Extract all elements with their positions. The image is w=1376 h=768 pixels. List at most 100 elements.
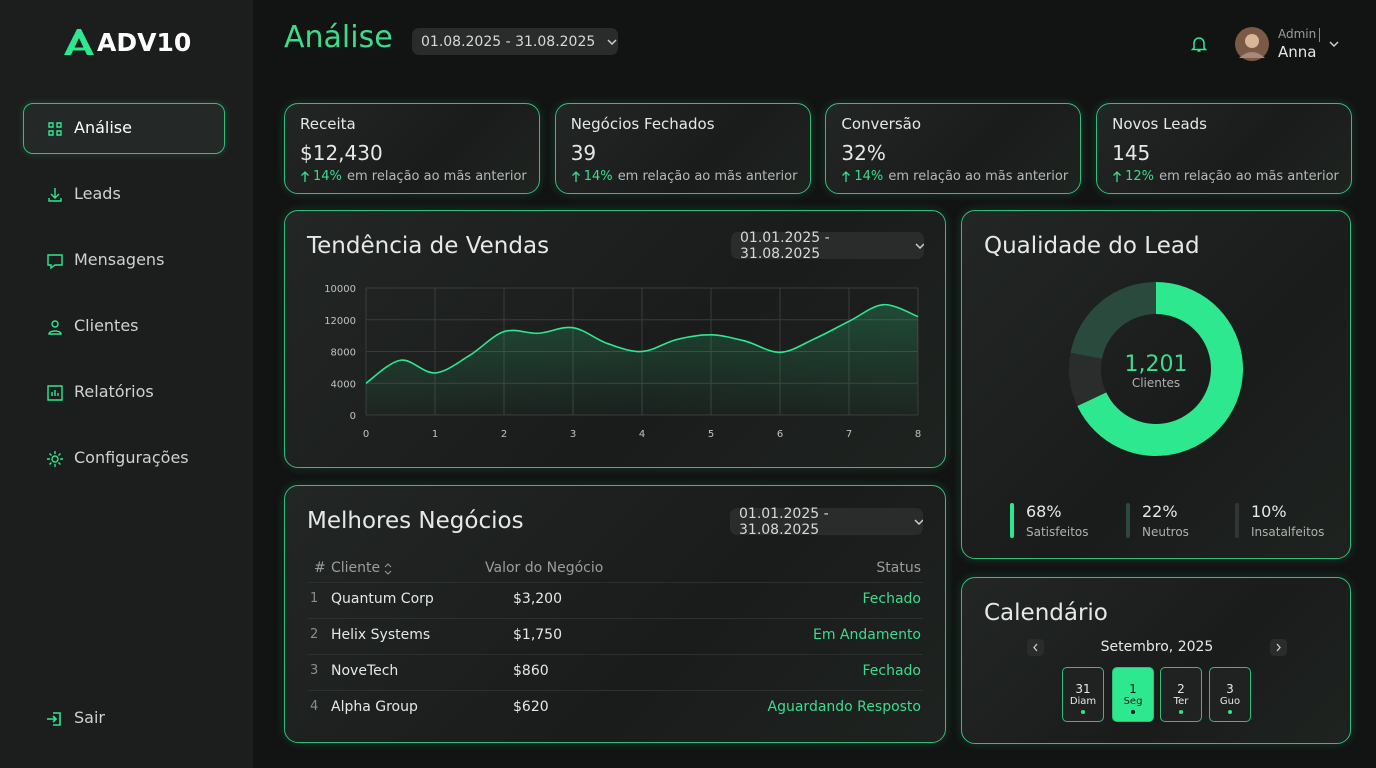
logo-text: ADV10: [97, 28, 192, 57]
day-name: Seg: [1123, 696, 1143, 707]
nav-link[interactable]: Mensagens: [74, 250, 165, 269]
calendar-day[interactable]: 2 Ter: [1160, 667, 1202, 722]
sort-icon: [384, 563, 392, 575]
next-month[interactable]: [1270, 639, 1287, 656]
column-header: Valor do Negócio: [485, 560, 604, 576]
legend-swatch: [1235, 503, 1239, 538]
table-cell: Fechado: [862, 663, 921, 679]
table-cell: Alpha Group: [331, 699, 418, 715]
nav-link[interactable]: Análise: [74, 118, 132, 137]
page-title: Análise: [284, 20, 393, 55]
card-title: Tendência de Vendas: [307, 233, 550, 259]
kpi-card: Receita $12,430 14% em relação ao mãs anter…: [284, 103, 540, 194]
legend-swatch: [1126, 503, 1130, 538]
kpi-note: em relação ao mãs anterior: [617, 169, 798, 184]
table-cell: Aguardando Resposto: [767, 699, 921, 715]
date-range: 01.08.2025 - 31.08.2025: [421, 33, 596, 50]
kpi-note: em relação ao mãs anterior: [1159, 169, 1339, 184]
table-cell: 4: [310, 699, 319, 714]
nav-link[interactable]: Leads: [74, 184, 121, 203]
arrow-shape: [571, 171, 580, 182]
sidebar: ADV10 Análise Leads Mensagens Clientes Relat…: [0, 0, 253, 768]
date-range: 01.01.2025 - 31.08.2025: [740, 229, 830, 262]
x-tick-label: 4: [639, 429, 645, 440]
table-cell: Em Andamento: [812, 627, 921, 643]
y-tick-label: 12000: [324, 316, 356, 327]
card-title: Calendário: [984, 600, 1108, 626]
user-name: Anna: [1278, 43, 1317, 61]
x-tick-label: 1: [432, 429, 438, 440]
legend-name: Satisfeitos: [1026, 525, 1089, 539]
x-tick-label: 8: [915, 429, 921, 440]
card-title: Melhores Negócios: [307, 508, 524, 534]
logout-link[interactable]: Sair: [74, 708, 105, 727]
bell-icon[interactable]: [1190, 35, 1208, 53]
kpi-value: 32%: [841, 141, 886, 165]
kpi-card: Negócios Fechados 39 14% em relação ao mãs …: [554, 103, 811, 194]
nav-link[interactable]: Configurações: [74, 448, 189, 467]
kpi-label: Receita: [300, 115, 356, 133]
day-number: 1: [1129, 682, 1137, 696]
nav-icon: [47, 385, 63, 401]
chevron: [607, 38, 617, 45]
calendar-day[interactable]: 31 Diam: [1062, 667, 1104, 722]
nav-link[interactable]: Clientes: [74, 316, 139, 335]
sales-chart: 0 4000 8000 12000 10000 0 1 2 3 4 5 6 7 8: [324, 284, 921, 440]
x-tick-label: 2: [501, 429, 507, 440]
date-range: 01.01.2025 - 31.08.2025: [739, 505, 829, 538]
nav-link[interactable]: Relatórios: [74, 382, 154, 401]
day-dot: [1131, 710, 1135, 714]
kpi-label: Novos Leads: [1112, 115, 1207, 133]
sales-line: [365, 303, 919, 384]
card-title: Qualidade do Lead: [984, 233, 1200, 259]
y-tick-label: 0: [350, 411, 356, 422]
x-tick-label: 3: [570, 429, 576, 440]
table-cell: Helix Systems: [331, 627, 431, 643]
date-filter[interactable]: 01.08.2025 - 31.08.2025: [412, 28, 618, 55]
row-divider: [307, 654, 923, 655]
date-filter[interactable]: 01.01.2025 - 31.08.2025: [730, 505, 923, 538]
day-dot: [1179, 710, 1183, 714]
icon-shape: [47, 254, 63, 270]
kpi-note: em relação ao mãs anterior: [347, 169, 527, 184]
kpi-value: 145: [1112, 141, 1151, 165]
x-tick-label: 0: [363, 429, 369, 440]
y-tick-label: 10000: [324, 284, 356, 295]
icon-shape: [48, 188, 62, 202]
user-role: Admin: [1278, 27, 1317, 41]
row-divider: [307, 690, 923, 691]
nav-icon: [48, 188, 62, 202]
kpi-change: 12%: [1125, 169, 1154, 184]
lead-card: Qualidade do Lead: [961, 210, 1351, 559]
kpi-label: Conversão: [841, 115, 922, 133]
icon-shape: [48, 122, 62, 136]
arrow-up: [1113, 171, 1122, 182]
nav-icon: [47, 451, 63, 467]
logo-icon: [64, 29, 94, 55]
calendar-card: Calendário Setembro, 2025 31 Diam 1 Seg 2 Ter…: [961, 577, 1351, 744]
donut-center-value: 1,201: [1125, 352, 1188, 377]
day-number: 2: [1177, 682, 1185, 696]
arrow-shape: [301, 171, 309, 182]
kpi-note: em relação ao mãs anterior: [888, 169, 1069, 184]
column-header: #: [314, 560, 326, 576]
donut-segment: [1069, 352, 1107, 407]
row-divider: [307, 618, 923, 619]
user-menu-chevron[interactable]: [1329, 41, 1339, 47]
table-cell: $1,750: [513, 627, 562, 643]
calendar-day[interactable]: 1 Seg: [1112, 667, 1154, 722]
prev-month[interactable]: [1027, 639, 1044, 656]
avatar[interactable]: [1234, 26, 1270, 62]
day-name: Diam: [1069, 696, 1097, 707]
date-filter[interactable]: 01.01.2025 - 31.08.2025: [731, 229, 924, 262]
kpi-label: Negócios Fechados: [570, 115, 715, 133]
day-name: Guo: [1219, 696, 1241, 707]
column-header[interactable]: Cliente: [331, 560, 381, 576]
arrow-up: [301, 171, 309, 182]
arrow-up: [571, 171, 580, 182]
calendar-day[interactable]: 3 Guo: [1209, 667, 1251, 722]
sort-shape: [384, 563, 392, 575]
